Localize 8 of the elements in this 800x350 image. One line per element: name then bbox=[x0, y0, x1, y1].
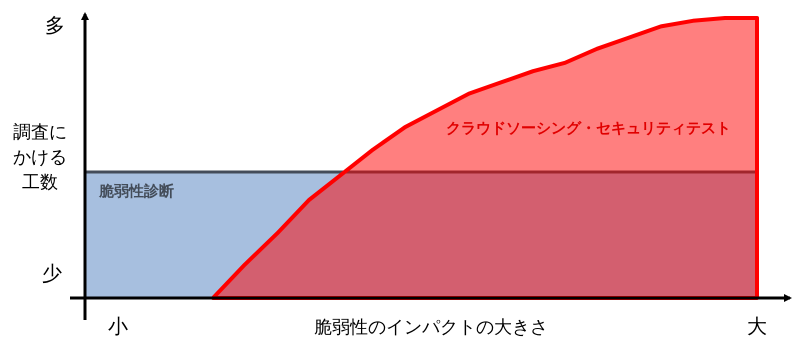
text: 大 bbox=[747, 316, 767, 338]
y-axis-title: 調査にかける工数 bbox=[13, 122, 67, 192]
series-label: 脆弱性診断 bbox=[98, 183, 174, 200]
text: 小 bbox=[108, 316, 128, 338]
text: 少 bbox=[42, 263, 62, 285]
x-axis-title: 脆弱性のインパクトの大きさ bbox=[314, 317, 548, 337]
series-label: クラウドソーシング・セキュリティテスト bbox=[446, 120, 731, 137]
text: 多 bbox=[45, 15, 65, 37]
